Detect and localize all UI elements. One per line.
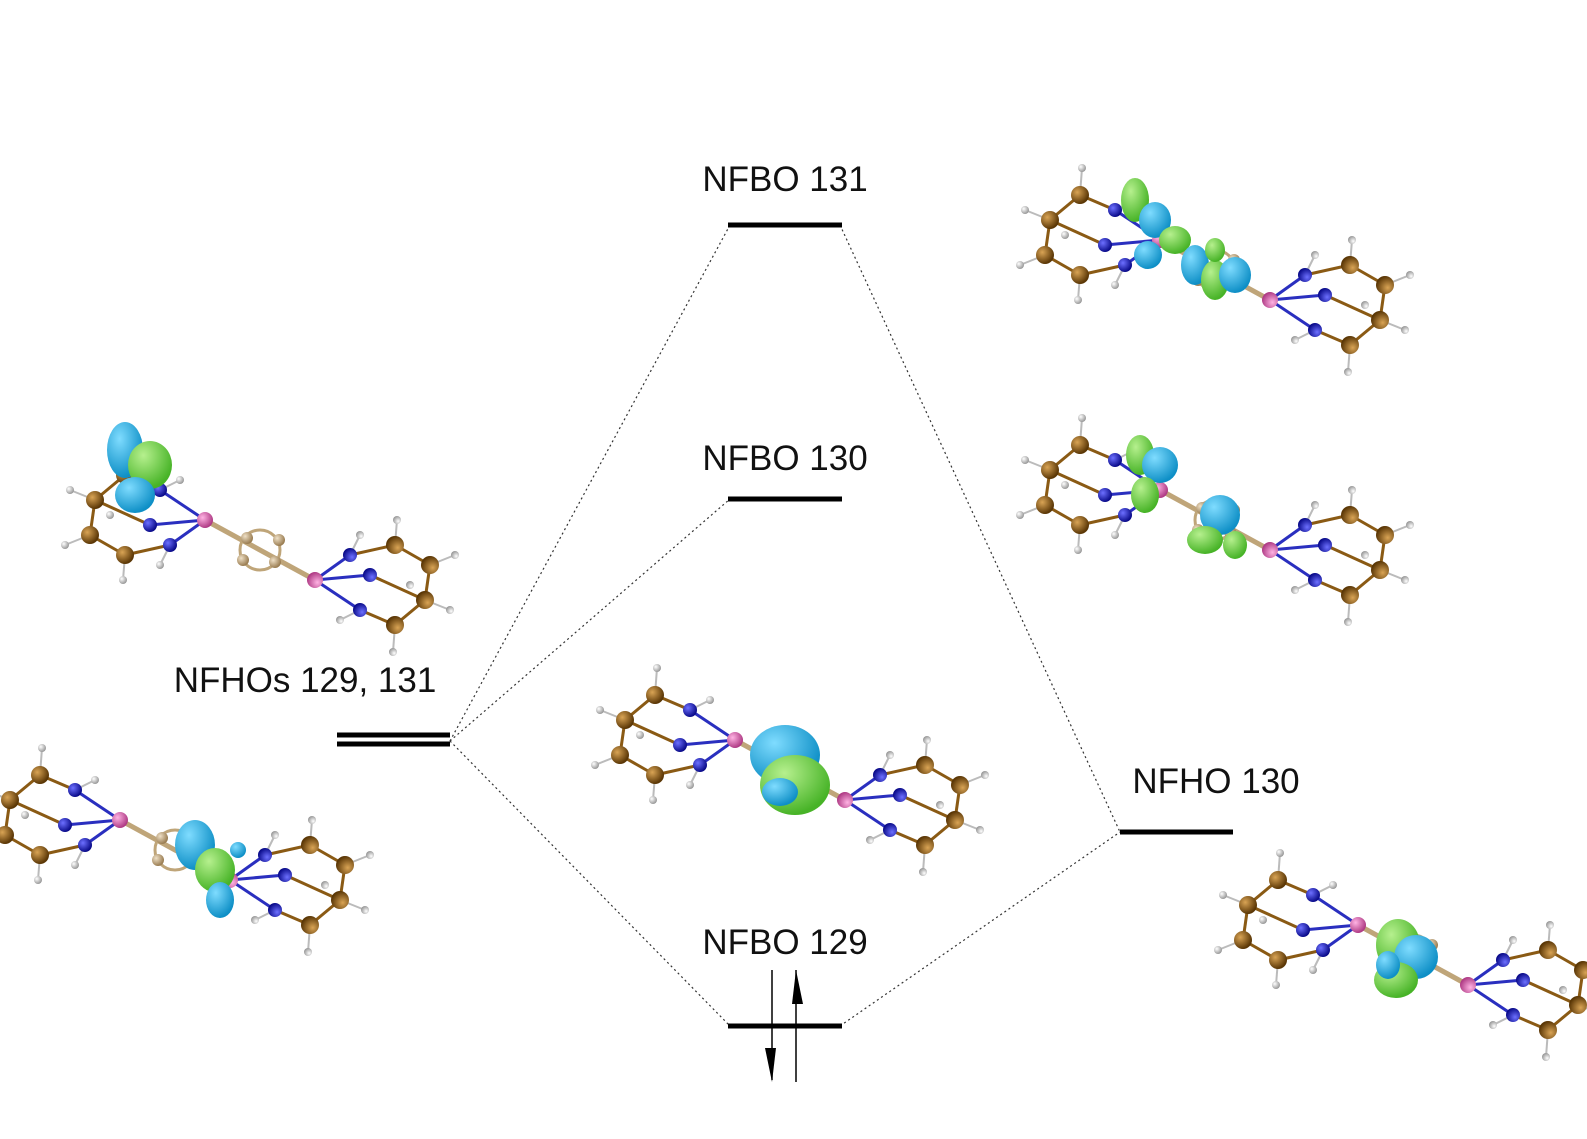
connector-nfhos-to-nfbo129	[449, 740, 731, 1027]
orbital-image-nfho-130	[1214, 849, 1587, 1061]
spin-up-arrow	[792, 970, 803, 1082]
label-nfhos-129-131: NFHOs 129, 131	[173, 661, 437, 700]
electron-pair	[765, 970, 803, 1082]
energy-levels	[337, 222, 1233, 1029]
orbital-image-nfho-131	[0, 744, 374, 956]
label-nfho-130: NFHO 130	[1132, 762, 1300, 801]
label-nfbo-130: NFBO 130	[702, 439, 868, 478]
orbital-image-nfbo-129	[591, 664, 989, 876]
connector-nfbo131-to-nfho130	[839, 224, 1121, 833]
orbital-image-nfbo-130	[1016, 414, 1414, 626]
correlation-lines	[449, 224, 1121, 1027]
orbital-image-nfbo-131	[1016, 164, 1414, 376]
connector-nfbo129-to-nfho130	[839, 831, 1121, 1027]
label-nfbo-131: NFBO 131	[702, 160, 868, 199]
connector-nfhos-to-nfbo131	[449, 224, 731, 742]
label-nfbo-129: NFBO 129	[702, 923, 868, 962]
connector-nfhos-to-nfbo130	[449, 498, 731, 742]
orbital-image-nfho-129	[61, 422, 459, 656]
spin-down-arrow	[765, 970, 776, 1082]
